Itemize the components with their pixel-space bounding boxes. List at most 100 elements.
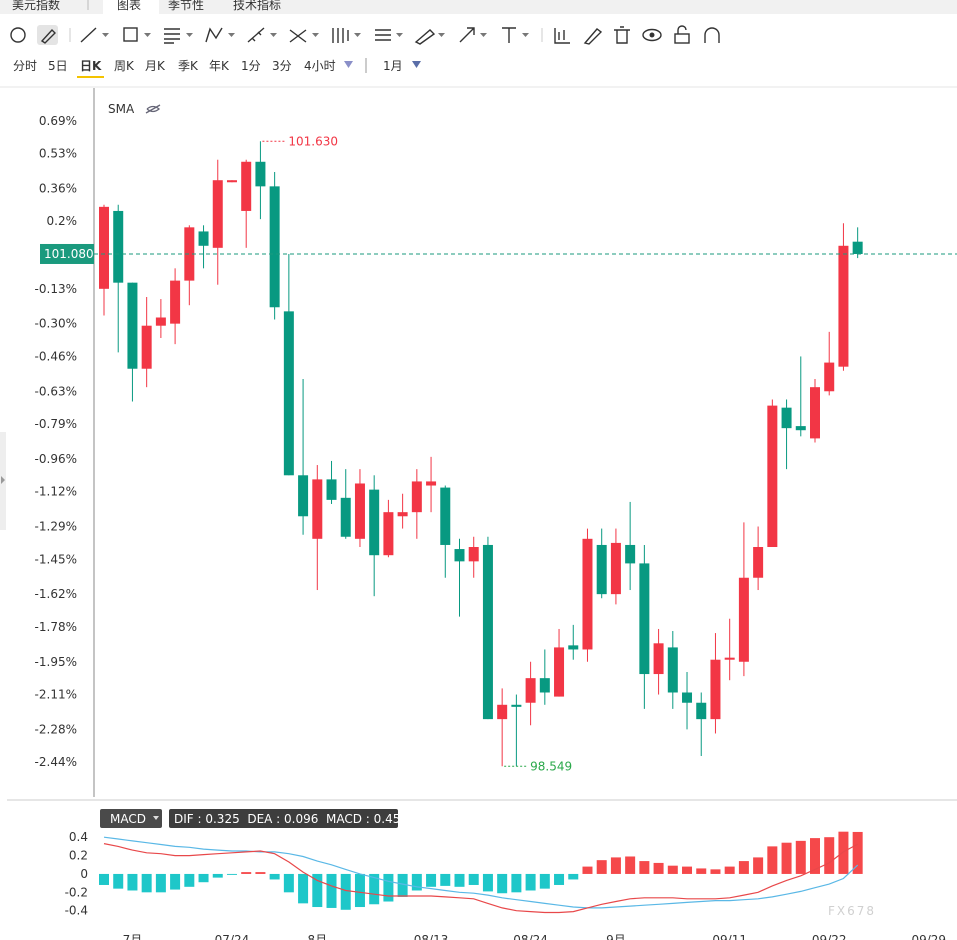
- period[interactable]: 5日: [48, 59, 68, 73]
- caret[interactable]: [412, 61, 421, 68]
- icon[interactable]: [80, 27, 97, 43]
- caret[interactable]: [438, 33, 445, 37]
- caret[interactable]: [480, 33, 487, 37]
- y-tick-label: 0: [80, 867, 88, 881]
- caret[interactable]: [186, 33, 193, 37]
- period[interactable]: 1月: [383, 59, 403, 73]
- period[interactable]: 1分: [241, 59, 261, 73]
- period-active[interactable]: 日K: [80, 59, 102, 73]
- icon[interactable]: [704, 27, 720, 43]
- icon[interactable]: [332, 28, 349, 43]
- icon[interactable]: [459, 27, 475, 43]
- macd-bar: [340, 873, 351, 910]
- macd-bar: [639, 861, 650, 874]
- dea-line: [103, 836, 859, 909]
- period-underline: [77, 76, 104, 78]
- macd-bar: [369, 873, 380, 905]
- x-tick-label: 9月: [606, 933, 626, 940]
- period[interactable]: 季K: [178, 59, 199, 73]
- macd-bar: [241, 872, 252, 874]
- icon[interactable]: [674, 33, 690, 44]
- macd-bar: [710, 869, 721, 874]
- macd-bar: [738, 861, 749, 874]
- period-bar: 分时 5日 日K 周K 月K 季K 年K 1分 3分 4小时 1月: [13, 58, 421, 78]
- candle-body: [454, 549, 465, 562]
- candle-body: [113, 210, 124, 283]
- macd-bar: [625, 856, 636, 874]
- x-tick-label: 09/22: [812, 933, 847, 940]
- macd-bar: [482, 873, 493, 892]
- macd-bar: [212, 873, 223, 878]
- icon[interactable]: [123, 27, 138, 42]
- macd-bar: [824, 837, 835, 874]
- y-tick-label: -0.96%: [35, 452, 77, 466]
- candle-body: [127, 282, 138, 369]
- period[interactable]: 周K: [114, 59, 135, 73]
- icon[interactable]: [583, 28, 603, 45]
- icon[interactable]: [10, 27, 26, 43]
- icon[interactable]: [554, 28, 570, 44]
- side-handle-arrow: [1, 476, 5, 484]
- y-tick-label: -0.13%: [35, 282, 77, 296]
- macd-legend[interactable]: MACD: [110, 812, 146, 826]
- x-tick-label: 07/24: [215, 933, 250, 940]
- macd-bar: [155, 873, 166, 893]
- period[interactable]: 分时: [13, 59, 37, 73]
- tab[interactable]: 季节性: [168, 0, 204, 12]
- macd-bar: [454, 873, 465, 887]
- period[interactable]: 3分: [272, 59, 292, 73]
- icon-dot: [649, 32, 655, 38]
- tab[interactable]: 美元指数: [12, 0, 60, 12]
- macd-bar: [426, 873, 437, 887]
- caret[interactable]: [102, 33, 109, 37]
- high-label: 101.630: [288, 134, 338, 148]
- y-tick-label: 0.36%: [39, 181, 77, 195]
- candle-body: [852, 241, 863, 254]
- macd-bar: [354, 873, 365, 908]
- candle-body: [198, 231, 209, 246]
- candle-body: [511, 704, 522, 707]
- macd-legend-bg[interactable]: [100, 809, 162, 828]
- icon[interactable]: [642, 28, 662, 42]
- icon[interactable]: [289, 29, 307, 43]
- period[interactable]: 月K: [145, 59, 166, 73]
- icon[interactable]: [205, 27, 223, 43]
- caret[interactable]: [344, 61, 353, 68]
- macd-bar: [298, 873, 309, 904]
- caret[interactable]: [396, 33, 403, 37]
- caret[interactable]: [522, 33, 529, 37]
- tab[interactable]: 技术指标: [233, 0, 281, 12]
- candle-body: [653, 643, 664, 675]
- macd-bar: [141, 873, 152, 893]
- icon[interactable]: [502, 27, 516, 43]
- y-tick-label: 0.2: [69, 849, 88, 863]
- icon[interactable]: [375, 29, 391, 41]
- caret[interactable]: [144, 33, 151, 37]
- candle-body: [568, 645, 579, 650]
- icon[interactable]: [40, 28, 56, 44]
- icon[interactable]: [414, 29, 436, 45]
- macd-bar: [568, 873, 579, 880]
- icon[interactable]: [164, 28, 180, 44]
- visibility-icon[interactable]: [145, 104, 161, 114]
- candle-body: [639, 563, 650, 675]
- candle-body: [440, 487, 451, 545]
- icon[interactable]: [614, 26, 630, 44]
- tab-bar: [0, 0, 957, 14]
- candle-body: [354, 483, 365, 539]
- macd-bar: [525, 873, 536, 891]
- y-tick-label: -1.78%: [35, 620, 77, 634]
- caret[interactable]: [270, 33, 277, 37]
- caret[interactable]: [228, 33, 235, 37]
- macd-bar: [127, 873, 138, 891]
- period[interactable]: 4小时: [304, 59, 336, 73]
- icon[interactable]: [247, 27, 265, 43]
- tab[interactable]: 图表: [117, 0, 141, 12]
- caret[interactable]: [354, 33, 361, 37]
- y-tick-label: -1.45%: [35, 552, 77, 566]
- period[interactable]: 年K: [209, 59, 230, 73]
- candle-body: [212, 180, 223, 248]
- caret[interactable]: [312, 33, 319, 37]
- x-tick-label: 09/29: [911, 933, 946, 940]
